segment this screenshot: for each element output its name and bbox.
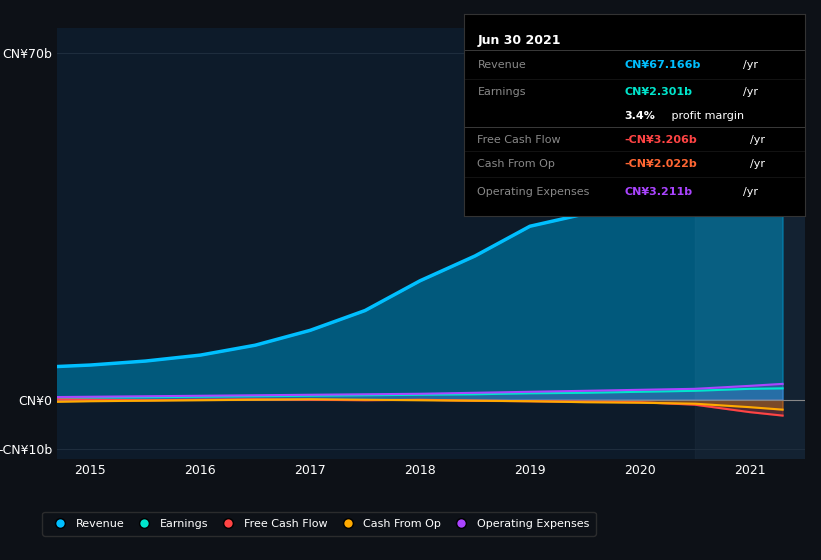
Text: Cash From Op: Cash From Op — [478, 159, 555, 169]
Text: CN¥3.211b: CN¥3.211b — [624, 188, 692, 197]
Text: CN¥67.166b: CN¥67.166b — [624, 60, 700, 71]
Text: Operating Expenses: Operating Expenses — [478, 188, 589, 197]
Bar — [695, 28, 805, 459]
Text: Earnings: Earnings — [478, 87, 526, 96]
Text: -CN¥3.206b: -CN¥3.206b — [624, 135, 697, 145]
Text: 3.4%: 3.4% — [624, 111, 655, 121]
Text: profit margin: profit margin — [668, 111, 745, 121]
Legend: Revenue, Earnings, Free Cash Flow, Cash From Op, Operating Expenses: Revenue, Earnings, Free Cash Flow, Cash … — [43, 512, 595, 535]
Text: -CN¥2.022b: -CN¥2.022b — [624, 159, 697, 169]
Text: Free Cash Flow: Free Cash Flow — [478, 135, 561, 145]
Text: Revenue: Revenue — [478, 60, 526, 71]
Text: /yr: /yr — [743, 87, 759, 96]
Text: /yr: /yr — [743, 188, 759, 197]
Text: /yr: /yr — [750, 135, 765, 145]
Text: /yr: /yr — [743, 60, 759, 71]
Text: CN¥2.301b: CN¥2.301b — [624, 87, 692, 96]
Text: /yr: /yr — [750, 159, 765, 169]
Text: Jun 30 2021: Jun 30 2021 — [478, 34, 561, 47]
